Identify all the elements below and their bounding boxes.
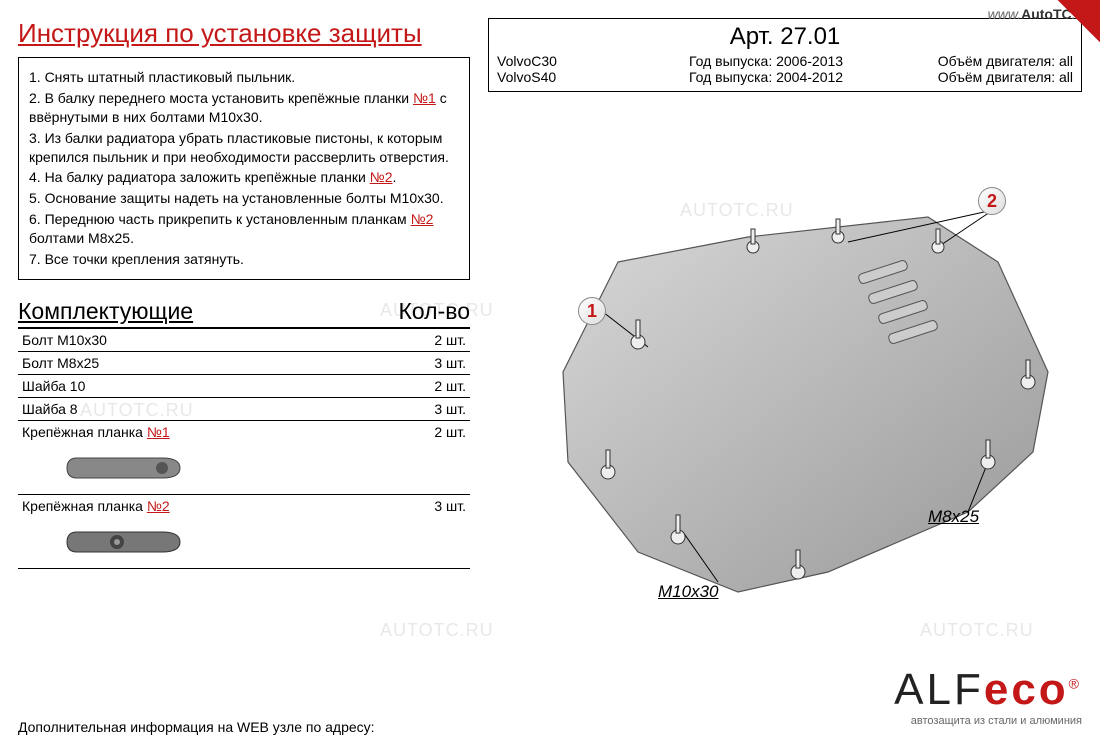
table-row: Крепёжная планка №12 шт. <box>18 420 470 494</box>
instruction-line: 4. На балку радиатора заложить крепёжные… <box>29 168 459 187</box>
alfeco-logo: ALFeco® автозащита из стали и алюминия <box>894 665 1082 727</box>
model: VolvoS40 <box>497 69 689 85</box>
diagram: 1 2 M10x30 M8x25 <box>488 92 1082 632</box>
shield-svg <box>488 92 1088 632</box>
logo-reg: ® <box>1069 675 1082 691</box>
page-title: Инструкция по установке защиты <box>18 18 470 49</box>
instruction-line: 3. Из балки радиатора убрать пластиковые… <box>29 129 459 167</box>
instruction-line: 5. Основание защиты надеть на установлен… <box>29 189 459 208</box>
parts-heading: Комплектующие <box>18 298 193 325</box>
bolt-label: M8x25 <box>928 507 979 527</box>
table-row: Шайба 102 шт. <box>18 374 470 397</box>
part-qty: 3 шт. <box>400 494 470 568</box>
part-name: Крепёжная планка №2 <box>18 494 400 568</box>
part-qty: 2 шт. <box>400 420 470 494</box>
callout-1: 1 <box>578 297 606 325</box>
footer-note: Дополнительная информация на WEB узле по… <box>18 719 375 735</box>
part-name: Болт М10х30 <box>18 329 400 352</box>
right-column: Арт. 27.01 VolvoC30Год выпуска: 2006-201… <box>480 0 1100 745</box>
engine: Объём двигателя: all <box>881 69 1073 85</box>
table-row: Крепёжная планка №23 шт. <box>18 494 470 568</box>
logo-sub: автозащита из стали и алюминия <box>894 715 1082 727</box>
bolt-label: M10x30 <box>658 582 718 602</box>
model: VolvoC30 <box>497 53 689 69</box>
instruction-line: 6. Переднюю часть прикрепить к установле… <box>29 210 459 248</box>
article-row: VolvoC30Год выпуска: 2006-2013Объём двиг… <box>497 53 1073 69</box>
parts-table: Болт М10х302 шт.Болт М8х253 шт.Шайба 102… <box>18 329 470 569</box>
part-qty: 3 шт. <box>400 397 470 420</box>
part-name: Шайба 8 <box>18 397 400 420</box>
left-column: Инструкция по установке защиты 1. Снять … <box>0 0 480 745</box>
logo-eco: eco <box>984 665 1069 714</box>
corner-badge <box>1040 0 1100 60</box>
instruction-line: 2. В балку переднего моста установить кр… <box>29 89 459 127</box>
parts-header-row: Комплектующие Кол-во <box>18 298 470 329</box>
table-row: Болт М8х253 шт. <box>18 351 470 374</box>
instruction-line: 7. Все точки крепления затянуть. <box>29 250 459 269</box>
instructions-box: 1. Снять штатный пластиковый пыльник. 2. … <box>18 57 470 280</box>
article-row: VolvoS40Год выпуска: 2004-2012Объём двиг… <box>497 69 1073 85</box>
table-row: Шайба 83 шт. <box>18 397 470 420</box>
part-name: Крепёжная планка №1 <box>18 420 400 494</box>
page: Инструкция по установке защиты 1. Снять … <box>0 0 1100 745</box>
table-row: Болт М10х302 шт. <box>18 329 470 352</box>
callout-2: 2 <box>978 187 1006 215</box>
part-qty: 2 шт. <box>400 374 470 397</box>
logo-brand: ALF <box>894 665 984 714</box>
instruction-line: 1. Снять штатный пластиковый пыльник. <box>29 68 459 87</box>
part-name: Шайба 10 <box>18 374 400 397</box>
qty-heading: Кол-во <box>398 298 470 325</box>
shield-body <box>563 217 1048 592</box>
year: Год выпуска: 2006-2013 <box>689 53 881 69</box>
article-number: Арт. 27.01 <box>497 23 1073 51</box>
part-qty: 2 шт. <box>400 329 470 352</box>
article-box: Арт. 27.01 VolvoC30Год выпуска: 2006-201… <box>488 18 1082 92</box>
part-qty: 3 шт. <box>400 351 470 374</box>
part-name: Болт М8х25 <box>18 351 400 374</box>
year: Год выпуска: 2004-2012 <box>689 69 881 85</box>
www-prefix: www. <box>988 6 1021 22</box>
